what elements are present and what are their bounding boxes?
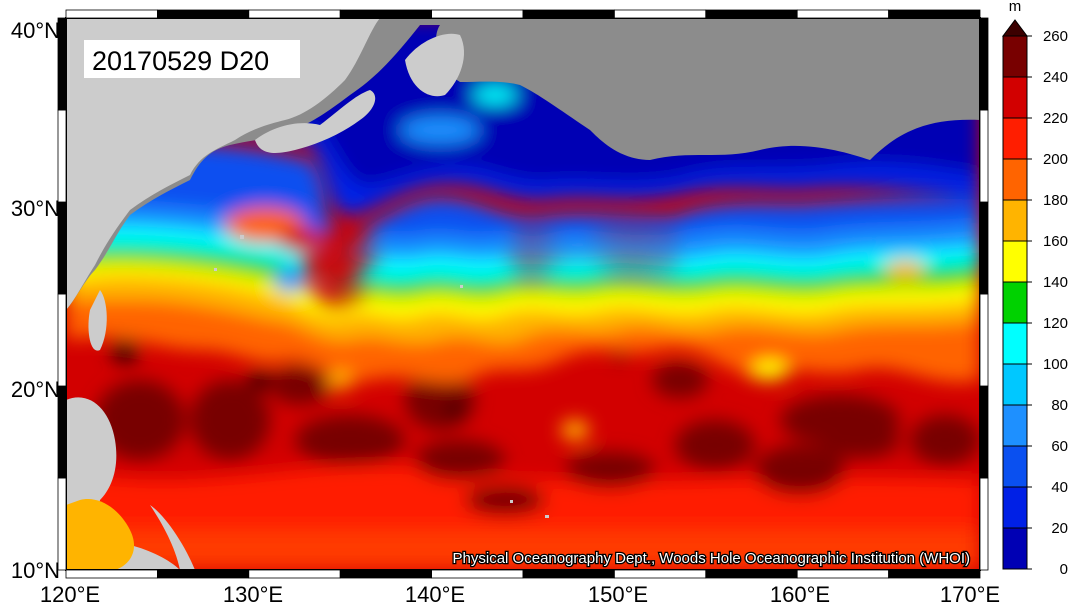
- border-segment: [57, 293, 67, 387]
- border-segment: [705, 9, 798, 19]
- colorbar-bin: [1002, 363, 1028, 406]
- colorbar-bin: [1002, 76, 1028, 119]
- colorbar-tick-label: 140: [1043, 274, 1068, 291]
- border-segment: [614, 569, 707, 579]
- border-segment: [979, 477, 989, 571]
- colorbar-tick-label: 180: [1043, 192, 1068, 209]
- border-segment: [979, 385, 989, 479]
- colorbar-bin: [1002, 281, 1028, 324]
- x-tick-label: 130°E: [223, 582, 283, 606]
- border-segment: [979, 17, 989, 111]
- border-segment: [522, 9, 615, 19]
- y-tick-label: 20°N: [11, 377, 60, 402]
- map-border-ticks: [57, 9, 989, 579]
- land-masses: [66, 18, 980, 570]
- y-axis-labels: 10°N 20°N 30°N 40°N: [11, 18, 60, 583]
- colorbar-bin: [1002, 158, 1028, 201]
- border-segment: [522, 569, 615, 579]
- colorbar: m 0 20 40 60 80 100 120 140 160 180 200 220 240 260: [1002, 0, 1068, 578]
- colorbar-tick-label: 80: [1051, 397, 1068, 414]
- colorbar-bin: [1002, 199, 1028, 242]
- border-segment: [614, 9, 707, 19]
- x-tick-label: 150°E: [588, 582, 648, 606]
- border-segment: [888, 569, 981, 579]
- border-segment: [979, 293, 989, 387]
- colorbar-bin: [1002, 404, 1028, 447]
- colorbar-bin: [1002, 527, 1028, 570]
- colorbar-bin: [1002, 35, 1028, 78]
- x-tick-label: 160°E: [770, 582, 830, 606]
- y-tick-label: 10°N: [11, 558, 60, 583]
- colorbar-tick-label: 100: [1043, 356, 1068, 373]
- colorbar-tick-label: 260: [1043, 28, 1068, 45]
- colorbar-tick-label: 160: [1043, 233, 1068, 250]
- border-segment: [979, 201, 989, 295]
- border-segment: [431, 9, 524, 19]
- border-segment: [796, 569, 890, 579]
- colorbar-tick-label: 40: [1051, 479, 1068, 496]
- border-segment: [248, 569, 341, 579]
- map-title: 20170529 D20: [92, 46, 269, 76]
- y-tick-label: 30°N: [11, 196, 60, 221]
- colorbar-tick-label: 60: [1051, 438, 1068, 455]
- x-tick-label: 170°E: [940, 582, 1000, 606]
- island-markers: [214, 235, 549, 518]
- border-segment: [888, 9, 981, 19]
- colorbar-bins: [1002, 35, 1028, 570]
- colorbar-tick-label: 240: [1043, 69, 1068, 86]
- credit-text: Physical Oceanography Dept., Woods Hole …: [453, 550, 970, 567]
- colorbar-tick-label: 20: [1051, 520, 1068, 537]
- border-segment: [57, 17, 67, 111]
- border-segment: [156, 569, 250, 579]
- border-segment: [979, 109, 989, 203]
- border-segment: [57, 109, 67, 203]
- border-segment: [57, 477, 67, 571]
- colorbar-tick-label: 220: [1043, 110, 1068, 127]
- border-segment: [248, 9, 341, 19]
- x-tick-label: 140°E: [405, 582, 465, 606]
- colorbar-bin: [1002, 486, 1028, 529]
- colorbar-tick-label: 120: [1043, 315, 1068, 332]
- colorbar-unit: m: [1009, 0, 1022, 15]
- border-segment: [796, 9, 890, 19]
- colorbar-bin: [1002, 322, 1028, 365]
- colorbar-labels: 0 20 40 60 80 100 120 140 160 180 200 220 240 260: [1027, 28, 1068, 578]
- colorbar-tick-label: 200: [1043, 151, 1068, 168]
- x-axis-labels: 120°E 130°E 140°E 150°E 160°E 170°E: [40, 582, 1000, 606]
- border-segment: [705, 569, 798, 579]
- border-segment: [65, 569, 158, 579]
- colorbar-bin: [1002, 117, 1028, 160]
- border-segment: [431, 569, 524, 579]
- colorbar-bin: [1002, 240, 1028, 283]
- border-segment: [339, 9, 433, 19]
- title-box: 20170529 D20: [84, 40, 300, 78]
- x-tick-label: 120°E: [40, 582, 100, 606]
- colorbar-top-arrow: [1002, 19, 1028, 37]
- border-segment: [339, 569, 433, 579]
- map-plot-area: [66, 18, 980, 570]
- border-segment: [65, 9, 158, 19]
- colorbar-tick-label: 0: [1060, 561, 1068, 578]
- y-tick-label: 40°N: [11, 18, 60, 43]
- border-segment: [156, 9, 250, 19]
- colorbar-bin: [1002, 445, 1028, 488]
